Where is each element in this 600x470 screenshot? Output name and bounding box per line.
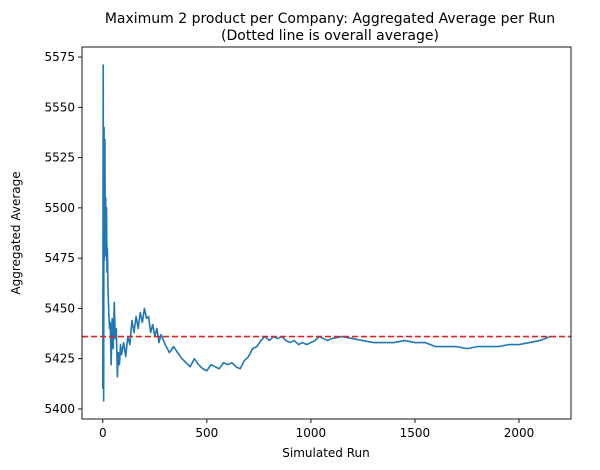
plot-frame [81,46,572,420]
y-tick-label: 5450 [44,301,75,315]
axis-ticks: 0 500 1000 1500 2000 5400 5425 5450 5475 5500 5525… [44,50,534,440]
series-line-0 [102,64,551,402]
plot-area [102,64,551,402]
y-tick-label: 5550 [44,100,75,114]
x-tick-label: 1500 [400,426,431,440]
x-tick-label: 500 [195,426,218,440]
y-tick-label: 5575 [44,50,75,64]
y-tick-label: 5400 [44,402,75,416]
y-tick-label: 5500 [44,201,75,215]
x-tick-label: 1000 [296,426,327,440]
x-tick-label: 2000 [504,426,535,440]
y-tick-label: 5425 [44,352,75,366]
y-tick-label: 5475 [44,251,75,265]
y-tick-label: 5525 [44,151,75,165]
y-axis-label: Aggregated Average [9,171,23,294]
chart-title: Maximum 2 product per Company: Aggregate… [105,11,555,27]
x-axis-label: Simulated Run [282,446,369,460]
chart-subtitle: (Dotted line is overall average) [221,28,439,44]
x-tick-label: 0 [99,426,107,440]
